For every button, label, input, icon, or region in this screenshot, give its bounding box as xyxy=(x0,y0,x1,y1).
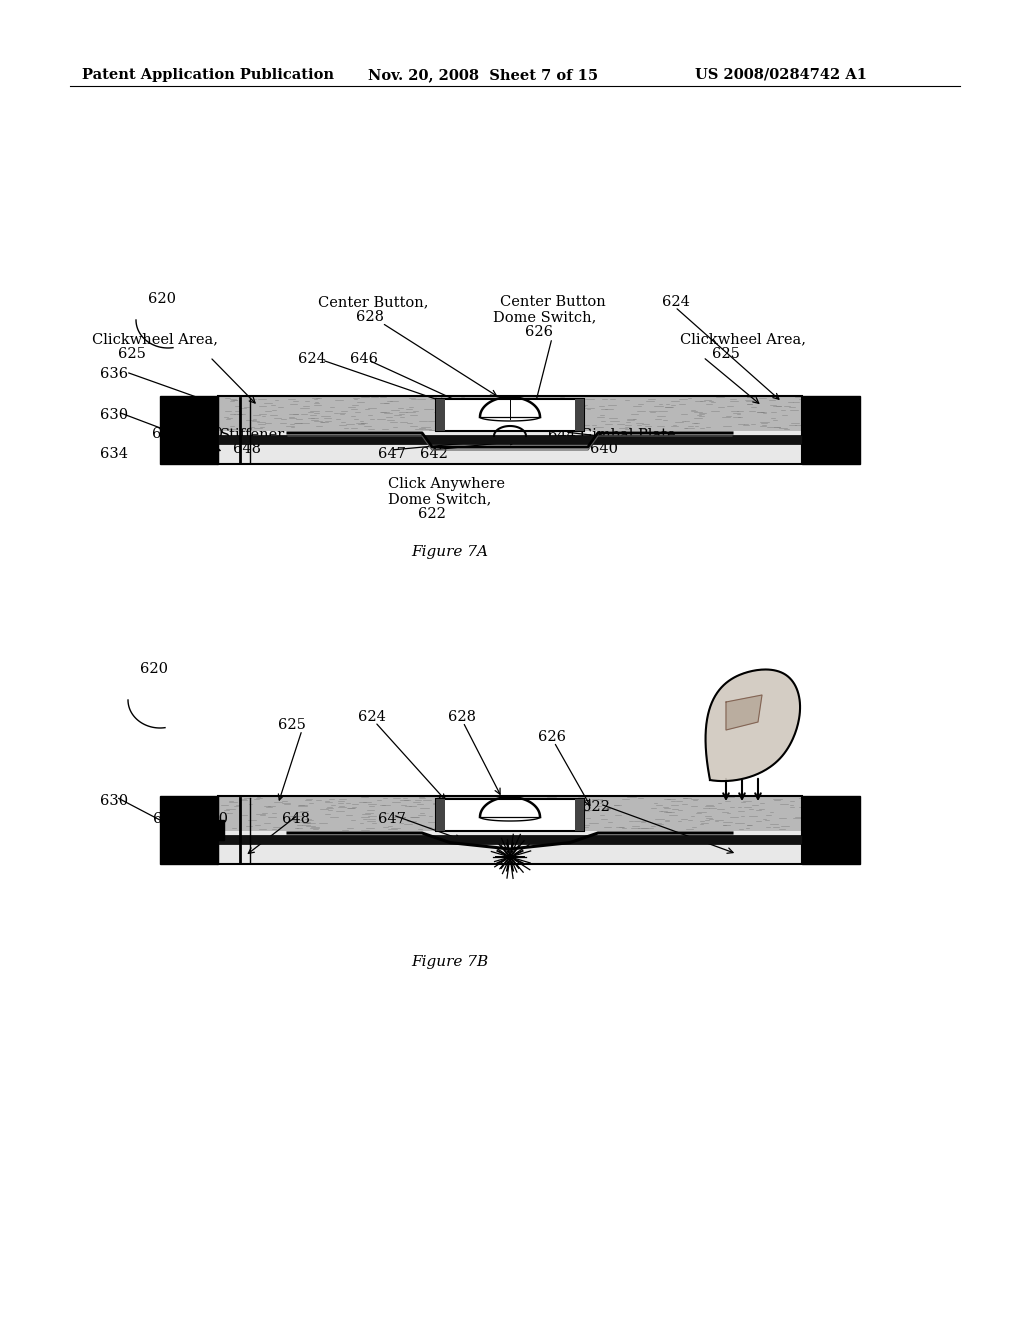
Text: 622: 622 xyxy=(418,507,445,521)
Text: 648: 648 xyxy=(282,812,310,826)
Bar xyxy=(575,399,584,432)
Bar xyxy=(436,399,584,432)
Bar xyxy=(218,796,802,865)
Text: 622: 622 xyxy=(582,800,610,814)
Text: Center Button,: Center Button, xyxy=(318,294,428,309)
Text: 648: 648 xyxy=(233,442,261,455)
Text: 642: 642 xyxy=(420,447,447,461)
Text: 640: 640 xyxy=(195,426,223,441)
Bar xyxy=(802,396,860,465)
Text: 628: 628 xyxy=(449,710,476,723)
Text: 632: 632 xyxy=(152,426,180,441)
Text: Dome Switch,: Dome Switch, xyxy=(388,492,492,506)
Text: 620: 620 xyxy=(148,292,176,306)
Text: 640: 640 xyxy=(590,442,618,455)
Text: 646: 646 xyxy=(350,352,378,366)
Bar xyxy=(160,796,218,865)
Bar xyxy=(218,432,802,465)
Text: 625: 625 xyxy=(118,347,145,360)
Text: 634: 634 xyxy=(100,447,128,461)
Bar xyxy=(802,796,860,865)
Text: 640: 640 xyxy=(200,812,228,826)
Text: Clickwheel Area,: Clickwheel Area, xyxy=(92,333,218,346)
Text: 620: 620 xyxy=(140,663,168,676)
Bar xyxy=(218,832,802,865)
Bar xyxy=(218,396,802,465)
Text: 647: 647 xyxy=(378,447,406,461)
Bar xyxy=(212,820,224,840)
Bar xyxy=(436,799,584,832)
Text: 625: 625 xyxy=(712,347,740,360)
Text: 630: 630 xyxy=(100,795,128,808)
Text: 626: 626 xyxy=(538,730,566,744)
Text: Figure 7B: Figure 7B xyxy=(412,954,488,969)
Bar xyxy=(436,399,445,432)
Text: 636: 636 xyxy=(100,367,128,381)
Text: Stiffener,: Stiffener, xyxy=(220,426,289,441)
Bar xyxy=(575,799,584,832)
Polygon shape xyxy=(706,669,800,781)
Bar xyxy=(218,396,802,432)
Text: Click Anywhere: Click Anywhere xyxy=(388,477,505,491)
Text: Nov. 20, 2008  Sheet 7 of 15: Nov. 20, 2008 Sheet 7 of 15 xyxy=(368,69,598,82)
Bar xyxy=(218,436,802,444)
Text: 625: 625 xyxy=(278,718,306,733)
Text: 624: 624 xyxy=(662,294,690,309)
Text: Figure 7A: Figure 7A xyxy=(412,545,488,558)
Text: 624: 624 xyxy=(298,352,326,366)
Bar xyxy=(436,799,445,832)
Bar xyxy=(218,796,802,832)
Text: Center Button: Center Button xyxy=(500,294,606,309)
Text: US 2008/0284742 A1: US 2008/0284742 A1 xyxy=(695,69,867,82)
Text: 650: 650 xyxy=(472,820,500,834)
Polygon shape xyxy=(726,696,762,730)
Text: Clickwheel Area,: Clickwheel Area, xyxy=(680,333,806,346)
Bar xyxy=(218,836,802,843)
Text: 644 Gimbal Plate,: 644 Gimbal Plate, xyxy=(548,426,680,441)
Text: Dome Switch,: Dome Switch, xyxy=(493,310,596,323)
Text: Click!!: Click!! xyxy=(460,805,510,818)
Text: 624: 624 xyxy=(358,710,386,723)
Text: 632: 632 xyxy=(153,812,181,826)
Text: 647: 647 xyxy=(378,812,406,826)
Text: Patent Application Publication: Patent Application Publication xyxy=(82,69,334,82)
Text: 628: 628 xyxy=(356,310,384,323)
Text: 626: 626 xyxy=(525,325,553,339)
Text: 630: 630 xyxy=(100,408,128,422)
Bar xyxy=(160,396,218,465)
